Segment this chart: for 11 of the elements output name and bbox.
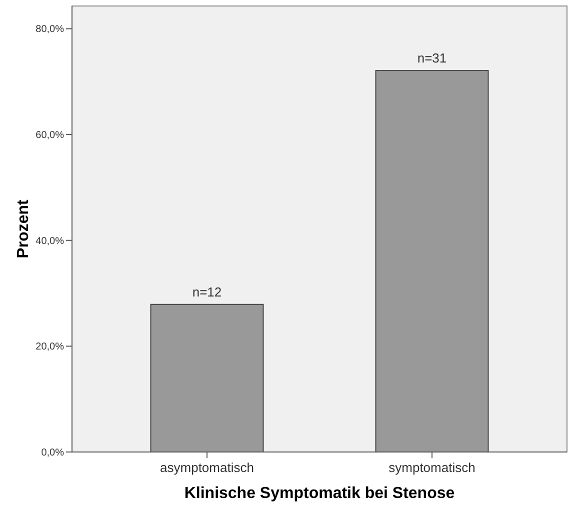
y-tick-label: 40,0% bbox=[36, 236, 64, 247]
x-axis-title: Klinische Symptomatik bei Stenose bbox=[184, 485, 455, 502]
x-tick-label: asymptomatisch bbox=[160, 460, 254, 475]
y-tick-label: 20,0% bbox=[36, 342, 64, 353]
annotation: n=31 bbox=[417, 50, 447, 66]
y-tick-label: 0,0% bbox=[41, 448, 64, 458]
annotation: n=12 bbox=[192, 284, 222, 300]
x-tick-label: symptomatisch bbox=[388, 460, 476, 475]
y-tick-label: 60,0% bbox=[36, 130, 64, 142]
y-axis-title: Prozent bbox=[15, 198, 32, 258]
y-tick-label: 80,0% bbox=[36, 24, 64, 36]
